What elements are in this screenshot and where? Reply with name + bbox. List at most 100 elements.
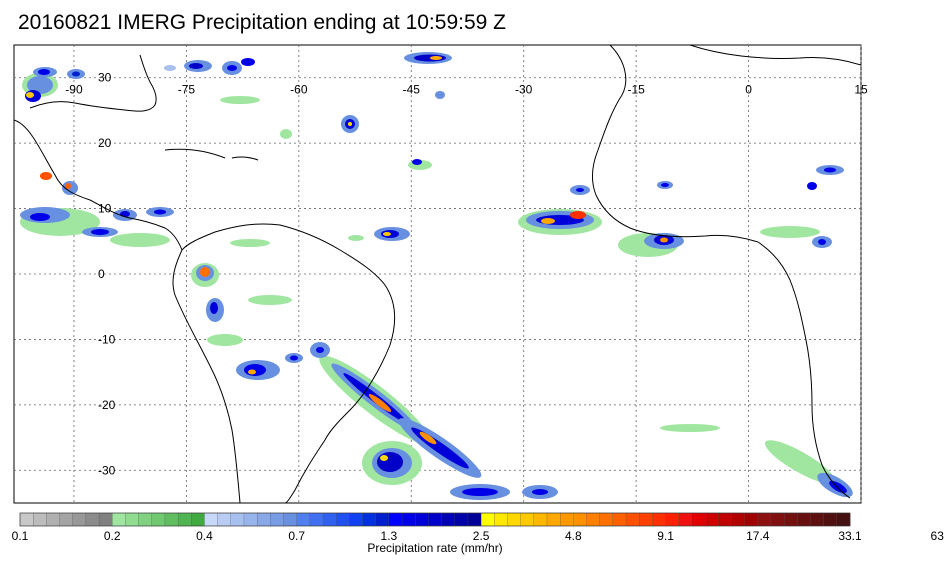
coast-gulf-florida bbox=[29, 54, 157, 112]
colorbar-swatch bbox=[639, 512, 653, 527]
colorbar-swatch bbox=[678, 512, 693, 527]
colorbar-swatch bbox=[480, 512, 495, 527]
precip-cluster-south-atlantic-front bbox=[310, 342, 558, 500]
lon-label: -45 bbox=[403, 83, 421, 97]
lat-label: 20 bbox=[98, 136, 112, 150]
colorbar-swatch bbox=[415, 512, 429, 527]
coast-africa-north bbox=[591, 45, 759, 243]
coastlines bbox=[14, 45, 861, 503]
colorbar-swatch bbox=[72, 512, 87, 527]
colorbar-swatch bbox=[797, 512, 811, 527]
colorbar-tick-label: 1.3 bbox=[381, 529, 398, 543]
colorbar-swatch bbox=[33, 512, 47, 527]
colorbar-swatch bbox=[217, 512, 232, 527]
colorbar-swatch bbox=[507, 512, 522, 527]
colorbar-swatch bbox=[322, 512, 337, 527]
lat-label: 0 bbox=[98, 267, 105, 281]
colorbar-swatch bbox=[177, 512, 192, 527]
colorbar-swatch bbox=[388, 512, 403, 527]
coast-hispaniola bbox=[231, 156, 259, 161]
colorbar-swatch bbox=[441, 512, 456, 527]
colorbar-swatch bbox=[823, 512, 838, 527]
colorbar-swatch bbox=[191, 512, 205, 527]
colorbar-swatch bbox=[125, 512, 140, 527]
colorbar-swatch bbox=[467, 512, 482, 527]
colorbar-swatch bbox=[770, 512, 785, 527]
colorbar-swatch bbox=[836, 512, 851, 527]
colorbar-swatch bbox=[230, 512, 245, 527]
coast-cuba bbox=[164, 148, 226, 159]
colorbar-swatch bbox=[665, 512, 680, 527]
precip-cluster-bahamas bbox=[164, 58, 292, 139]
colorbar-swatch bbox=[151, 512, 166, 527]
lon-label: -60 bbox=[290, 83, 308, 97]
colorbar-swatch bbox=[85, 512, 100, 527]
colorbar-swatch bbox=[401, 512, 416, 527]
colorbar-swatch bbox=[270, 512, 284, 527]
colorbar-swatch bbox=[652, 512, 667, 527]
colorbar-tick-label: 0.7 bbox=[288, 529, 305, 543]
colorbar-swatch bbox=[744, 512, 759, 527]
colorbar-swatch bbox=[704, 512, 719, 527]
colorbar-swatch bbox=[204, 512, 219, 527]
colorbar-swatch bbox=[336, 512, 350, 527]
colorbar-tick-label: 0.1 bbox=[12, 529, 29, 543]
colorbar-swatch bbox=[296, 512, 311, 527]
colorbar-frame bbox=[19, 512, 851, 527]
precip-cluster-west-africa bbox=[518, 165, 844, 257]
colorbar-swatch bbox=[112, 512, 126, 527]
colorbar-swatch bbox=[428, 512, 443, 527]
lon-label: -90 bbox=[65, 83, 83, 97]
colorbar-tick-label: 9.1 bbox=[657, 529, 674, 543]
colorbar-swatch bbox=[494, 512, 508, 527]
colorbar-tick-label: 33.1 bbox=[838, 529, 862, 543]
colorbar-tick-label: 17.4 bbox=[746, 529, 770, 543]
colorbar-swatch bbox=[375, 512, 390, 527]
precip-cluster-north-atlantic bbox=[341, 52, 452, 170]
lat-label: -10 bbox=[98, 332, 116, 346]
colorbar-swatch bbox=[757, 512, 772, 527]
colorbar-swatch bbox=[349, 512, 363, 527]
lon-label: -30 bbox=[515, 83, 533, 97]
colorbar-tick-label: 0.4 bbox=[196, 529, 213, 543]
colorbar-swatch bbox=[810, 512, 825, 527]
lat-label: -20 bbox=[98, 398, 116, 412]
colorbar-swatch bbox=[691, 512, 706, 527]
lat-label: -30 bbox=[98, 463, 116, 477]
coast-africa-west-south bbox=[757, 241, 851, 499]
colorbar-swatch bbox=[586, 512, 601, 527]
colorbar-swatch bbox=[783, 512, 798, 527]
colorbar-swatch bbox=[138, 512, 153, 527]
coast-north-america bbox=[14, 119, 183, 251]
colorbar-swatch bbox=[98, 512, 113, 527]
precip-cluster-central-america bbox=[20, 172, 174, 247]
precip-cluster-atlantic-itcz bbox=[348, 227, 410, 241]
colorbar-swatch bbox=[243, 512, 258, 527]
colorbar-swatch bbox=[731, 512, 746, 527]
colorbar-swatch bbox=[573, 512, 587, 527]
colorbar-tick-label: 63.1 bbox=[931, 529, 944, 543]
lon-label: 15 bbox=[854, 83, 868, 97]
precip-cluster-amazon bbox=[191, 239, 303, 380]
lon-label: -75 bbox=[178, 83, 196, 97]
colorbar-swatch bbox=[309, 512, 324, 527]
colorbar-swatch bbox=[520, 512, 535, 527]
colorbar-swatch bbox=[362, 512, 377, 527]
precip-cluster-gulf bbox=[22, 67, 85, 102]
coast-south-america bbox=[181, 223, 395, 503]
colorbar-swatch bbox=[533, 512, 548, 527]
colorbar-swatch bbox=[560, 512, 574, 527]
colorbar-swatch bbox=[625, 512, 640, 527]
colorbar-swatch bbox=[19, 512, 34, 527]
colorbar-title: Precipitation rate (mm/hr) bbox=[367, 541, 502, 555]
lat-label: 10 bbox=[98, 202, 112, 216]
colorbar-swatch bbox=[283, 512, 298, 527]
colorbar-tick-label: 4.8 bbox=[565, 529, 582, 543]
coast-south-america-west bbox=[172, 249, 241, 503]
colorbar-swatch bbox=[256, 512, 271, 527]
colorbar-swatch bbox=[454, 512, 469, 527]
coast-africa-east bbox=[689, 45, 861, 66]
colorbar-swatch bbox=[718, 512, 732, 527]
lon-label: 0 bbox=[745, 83, 752, 97]
